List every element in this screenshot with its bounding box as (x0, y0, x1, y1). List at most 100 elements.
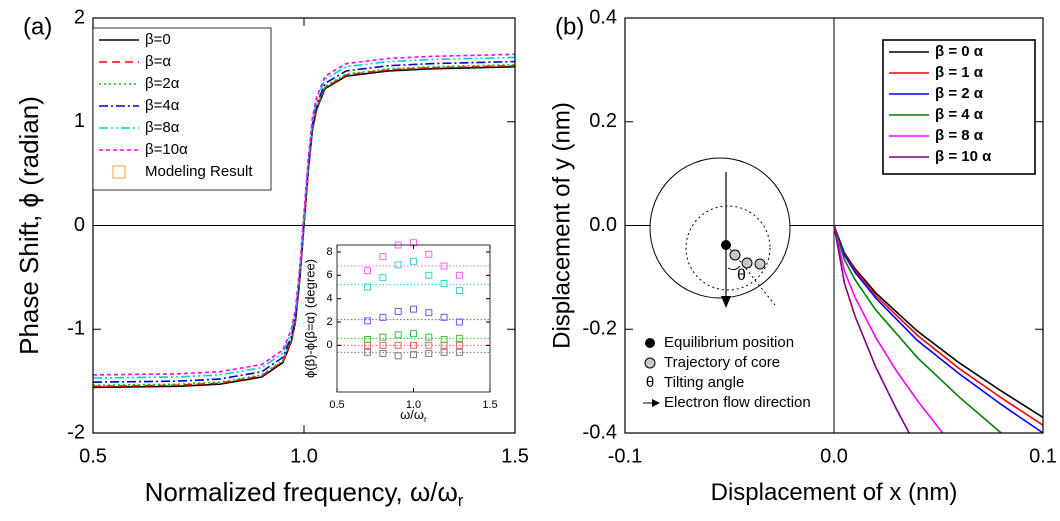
x-tick-label: 0.0 (820, 445, 848, 467)
equilibrium-dot (721, 240, 731, 250)
panel: 0.5 1.0 1.5 -2 -1 0 1 2 Normalized frequency, ω/… (14, 6, 529, 510)
panel-label: (b) (555, 13, 584, 40)
legend-label: β=α (145, 53, 171, 70)
model-point (410, 305, 417, 313)
legend-label: β = 1 α (935, 64, 984, 81)
y-tick-label: 2 (74, 6, 85, 28)
core-dot (729, 249, 741, 261)
legend-label: β = 8 α (935, 127, 984, 144)
panel: 0.5 1.0 1.5 0 2 4 6 8 ω/ωr ϕ(β)-ϕ(β=α) (degree) (302, 239, 498, 424)
x-tick-label: 1.5 (482, 399, 497, 411)
y-tick-label: 0.4 (589, 6, 617, 28)
x-tick-label: 0.5 (79, 445, 107, 467)
model-point (394, 341, 402, 349)
diagram-circle (649, 157, 791, 299)
plot-frame (92, 17, 516, 434)
y-axis-label: Phase Shift, ϕ (radian) (14, 96, 44, 355)
model-point (440, 280, 448, 287)
legend-label: Electron flow direction (664, 394, 811, 411)
model-point (364, 267, 372, 275)
y-tick-label: 0.2 (589, 110, 617, 132)
legend-label: Trajectory of core (664, 354, 780, 371)
diagram-orbit (685, 205, 771, 291)
x-tick-label: 1.5 (501, 445, 529, 467)
model-point (440, 262, 448, 270)
panel: -0.1 0.0 0.1 -0.4 -0.2 0.0 0.2 0.4 Displacement … (548, 6, 1057, 506)
series-line (92, 64, 516, 388)
series-line (92, 60, 516, 383)
series-line (833, 225, 1044, 434)
model-point (394, 308, 402, 315)
model-point (394, 331, 402, 339)
inset-background (337, 245, 490, 392)
model-point (425, 271, 433, 279)
x-axis-label-text: ω/ω (400, 407, 424, 422)
model-point (425, 309, 433, 317)
x-axis-label: ω/ωr (400, 407, 427, 424)
model-point (440, 336, 448, 343)
model-point (364, 336, 372, 343)
x-tick-label: 0.1 (1029, 445, 1057, 467)
model-point (394, 261, 402, 269)
panel-label: (a) (23, 13, 52, 40)
model-point (379, 333, 387, 341)
y-tick-label: 0 (326, 339, 332, 351)
plot-frame (624, 17, 1044, 434)
y-tick-label: 6 (326, 269, 332, 281)
legend-swatch (112, 165, 126, 179)
legend-label: β=2α (145, 75, 180, 92)
legend-label: β = 0 α (935, 43, 984, 60)
y-tick-label: 8 (326, 246, 332, 258)
model-point (455, 341, 463, 349)
x-axis-label: Normalized frequency, ω/ωr (145, 477, 464, 510)
legend-label: Modeling Result (145, 163, 253, 180)
x-tick-label: 1.0 (290, 445, 318, 467)
model-point (379, 274, 387, 282)
y-axis-label: Displacement of y (nm) (548, 102, 575, 349)
x-axis-label-sub: r (458, 491, 464, 510)
model-point (379, 253, 387, 261)
core-dot (741, 257, 753, 269)
model-point (364, 283, 372, 291)
model-point (394, 352, 402, 360)
legend-box (882, 39, 1036, 175)
series-line (833, 225, 910, 434)
y-tick-label: -0.2 (583, 318, 617, 340)
y-tick-label: -2 (67, 421, 85, 443)
legend-symbol (644, 357, 656, 369)
model-point (425, 341, 433, 349)
model-point (425, 250, 433, 258)
y-tick-label: 0 (74, 214, 85, 236)
y-tick-label: -0.4 (583, 421, 617, 443)
y-tick-label: 2 (326, 316, 332, 328)
plot-frame (336, 244, 491, 393)
x-axis-label: Displacement of x (nm) (711, 479, 958, 506)
model-point (379, 313, 387, 321)
diagram-legend: Equilibrium position Trajectory of core … (643, 334, 811, 411)
x-tick-label: -0.1 (608, 445, 642, 467)
legend-label: β=8α (145, 119, 180, 136)
model-point (379, 341, 387, 349)
x-tick-label: 1.0 (406, 399, 421, 411)
legend-symbol: θ (646, 374, 654, 391)
model-point (425, 333, 433, 341)
x-axis-label-sub: r (424, 414, 427, 424)
series-line (833, 225, 944, 434)
model-point (440, 313, 448, 321)
model-point (425, 350, 433, 357)
model-point (455, 348, 463, 356)
model-point (364, 317, 372, 325)
model-point (455, 318, 463, 326)
legend-label: β = 4 α (935, 106, 984, 123)
x-axis-label-text: Displacement of x (nm) (711, 479, 958, 506)
model-point (410, 341, 417, 349)
model-point (364, 348, 372, 356)
series-line (833, 225, 1044, 419)
legend-label: β=0 (145, 31, 171, 48)
y-tick-label: -1 (67, 318, 85, 340)
legend-box (92, 27, 272, 191)
legend-label: β = 10 α (935, 148, 992, 165)
y-tick-label: 4 (326, 293, 332, 305)
x-axis-label-text: Normalized frequency, ω/ω (145, 477, 458, 507)
